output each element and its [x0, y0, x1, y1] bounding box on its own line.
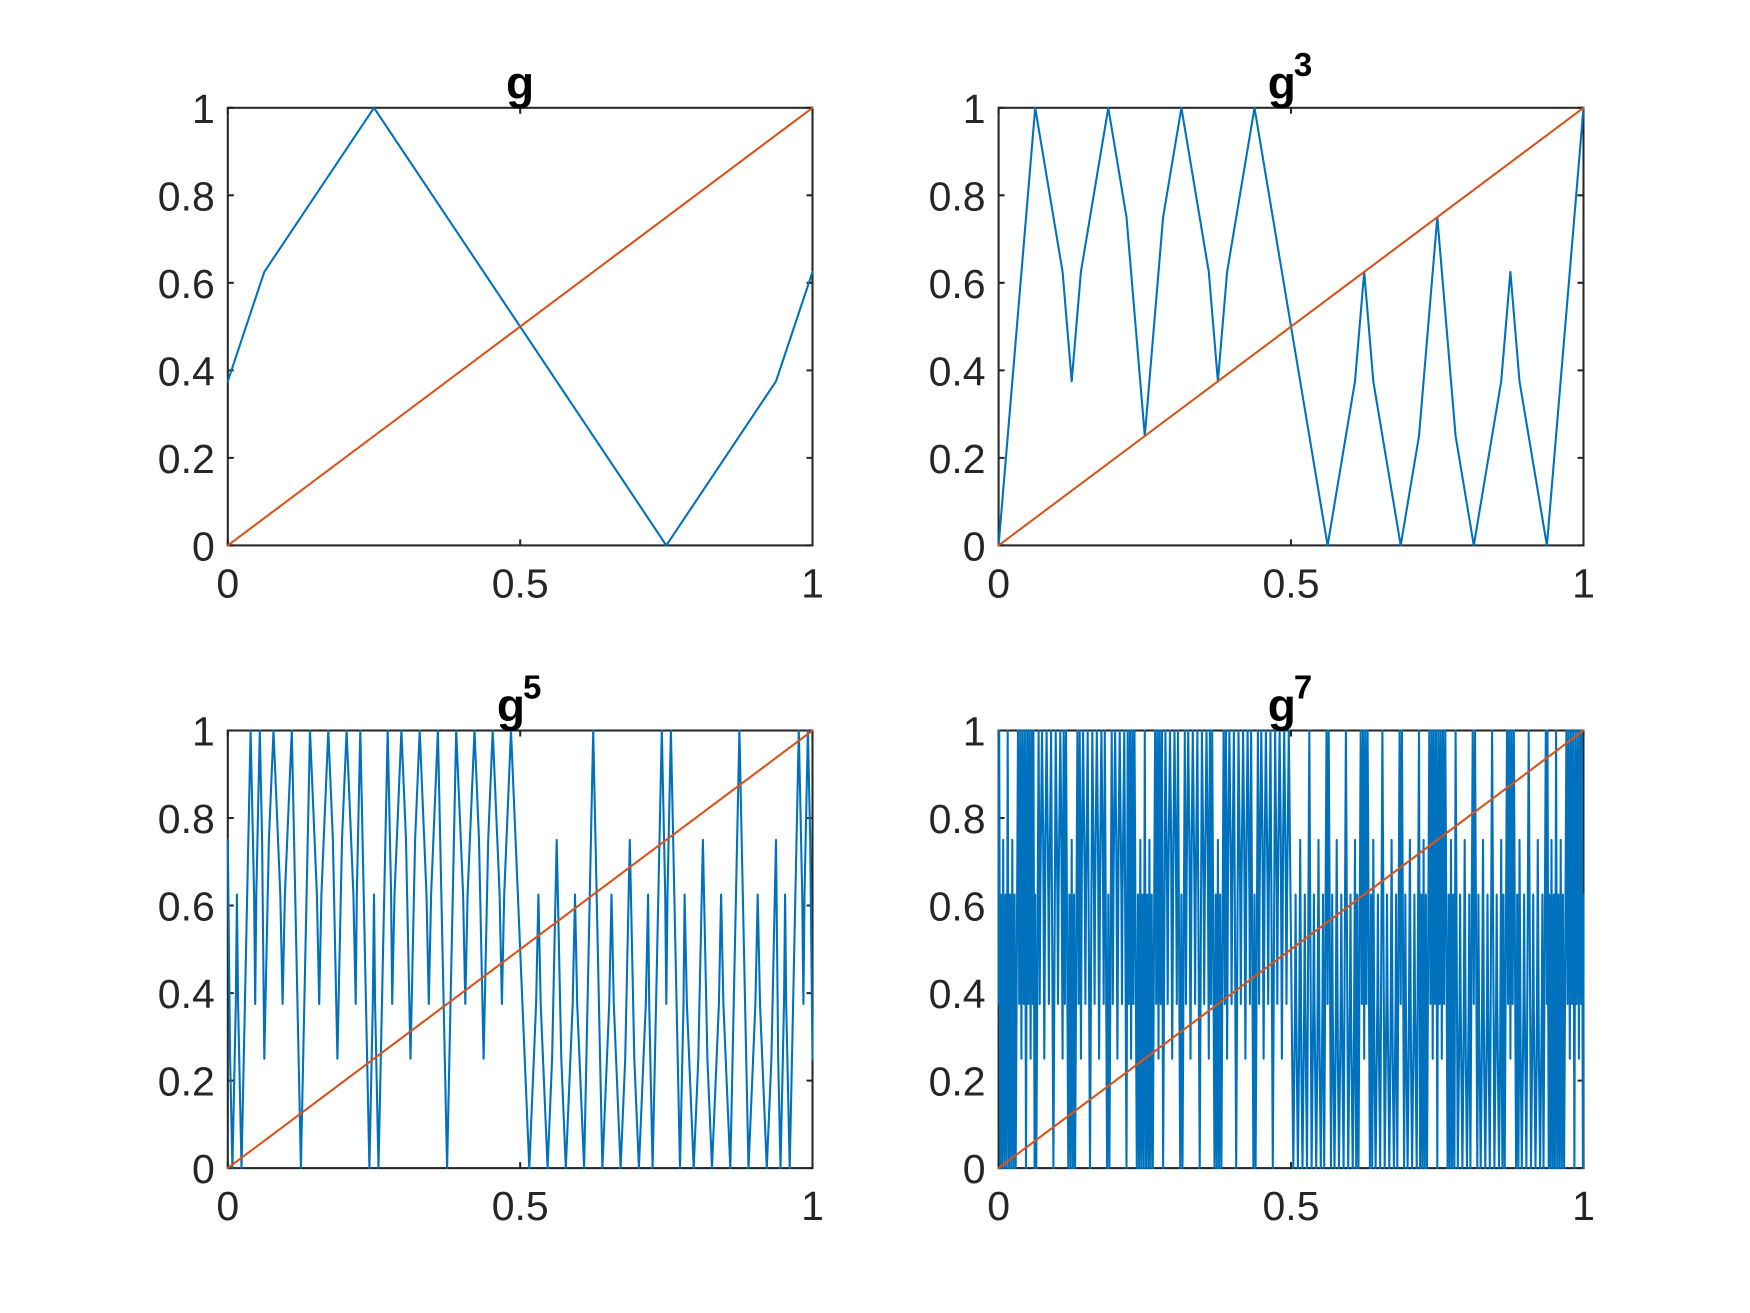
svg-text:0: 0	[192, 523, 215, 569]
svg-text:0.4: 0.4	[929, 348, 986, 394]
svg-text:1: 1	[801, 560, 824, 606]
svg-text:0: 0	[963, 1146, 986, 1192]
svg-text:0: 0	[216, 560, 239, 606]
svg-text:1: 1	[963, 86, 986, 132]
svg-text:0.6: 0.6	[929, 261, 986, 307]
svg-text:0.8: 0.8	[158, 796, 215, 842]
svg-text:0.2: 0.2	[929, 436, 986, 482]
svg-text:0.6: 0.6	[158, 261, 215, 307]
svg-text:0.4: 0.4	[929, 971, 986, 1017]
svg-text:g: g	[1268, 57, 1296, 109]
svg-text:0.8: 0.8	[929, 173, 986, 219]
svg-text:0.4: 0.4	[158, 348, 215, 394]
svg-text:1: 1	[1572, 560, 1595, 606]
svg-text:g: g	[1268, 680, 1296, 732]
svg-text:g: g	[497, 680, 525, 732]
svg-text:1: 1	[1572, 1183, 1595, 1229]
svg-text:1: 1	[801, 1183, 824, 1229]
svg-text:1: 1	[192, 709, 215, 755]
svg-text:0.6: 0.6	[929, 884, 986, 930]
svg-text:0.5: 0.5	[492, 1183, 549, 1229]
svg-text:0: 0	[987, 1183, 1010, 1229]
svg-text:5: 5	[523, 669, 541, 706]
svg-text:0: 0	[216, 1183, 239, 1229]
svg-text:1: 1	[963, 709, 986, 755]
svg-text:7: 7	[1294, 669, 1312, 706]
svg-text:0.2: 0.2	[929, 1059, 986, 1105]
svg-text:0.6: 0.6	[158, 884, 215, 930]
svg-text:0.2: 0.2	[158, 1059, 215, 1105]
svg-text:1: 1	[192, 86, 215, 132]
svg-text:3: 3	[1294, 46, 1312, 83]
svg-text:0.5: 0.5	[1263, 560, 1320, 606]
svg-text:0: 0	[192, 1146, 215, 1192]
svg-text:0.8: 0.8	[929, 796, 986, 842]
svg-text:0.8: 0.8	[158, 173, 215, 219]
svg-text:0.5: 0.5	[492, 560, 549, 606]
svg-text:0.2: 0.2	[158, 436, 215, 482]
svg-text:g: g	[506, 57, 534, 109]
svg-text:0: 0	[987, 560, 1010, 606]
svg-text:0.4: 0.4	[158, 971, 215, 1017]
svg-text:0.5: 0.5	[1263, 1183, 1320, 1229]
svg-text:0: 0	[963, 523, 986, 569]
